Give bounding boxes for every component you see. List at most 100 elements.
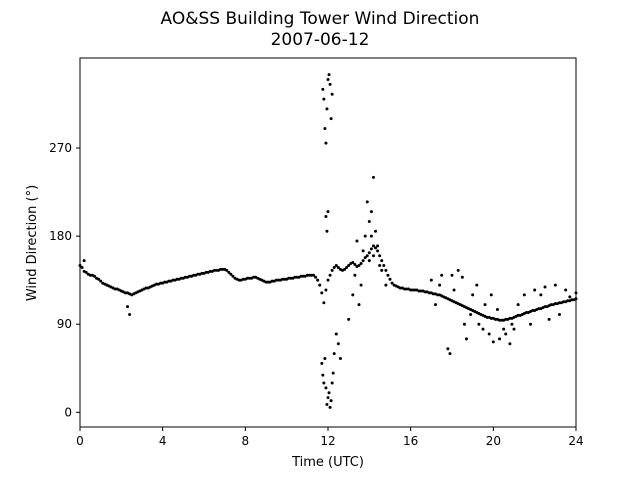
chart-subtitle-date: 2007-06-12 <box>271 30 370 50</box>
data-point <box>436 293 440 297</box>
data-point <box>328 405 332 409</box>
data-point <box>423 290 427 294</box>
data-point <box>369 247 373 251</box>
data-point <box>328 273 332 277</box>
data-point <box>475 283 479 287</box>
data-point <box>355 239 359 243</box>
data-point <box>82 259 86 263</box>
data-point <box>330 92 334 96</box>
data-point <box>163 280 167 284</box>
data-point <box>495 308 499 312</box>
data-point <box>531 309 535 313</box>
data-point <box>144 286 148 290</box>
data-point <box>452 288 456 292</box>
data-point <box>570 298 574 302</box>
data-point <box>336 265 340 269</box>
data-point <box>329 117 333 121</box>
data-point <box>321 373 325 377</box>
data-point <box>208 269 212 273</box>
data-point <box>504 317 508 321</box>
data-point <box>336 342 340 346</box>
data-point <box>529 322 533 326</box>
data-point <box>419 289 423 293</box>
data-point <box>378 254 382 258</box>
data-point <box>351 261 355 265</box>
data-point <box>367 259 371 263</box>
data-point <box>167 279 171 283</box>
data-point <box>84 270 88 274</box>
data-point <box>324 386 328 390</box>
data-point <box>192 273 196 277</box>
data-point <box>438 283 442 287</box>
data-point <box>289 276 293 280</box>
data-point <box>386 273 390 277</box>
data-point <box>353 273 357 277</box>
data-point <box>557 301 561 305</box>
data-point <box>450 273 454 277</box>
data-point <box>384 283 388 287</box>
x-tick-label: 24 <box>568 434 583 448</box>
data-point <box>485 315 489 319</box>
data-point <box>322 381 326 385</box>
data-point <box>204 270 208 274</box>
data-point <box>214 268 218 272</box>
data-point <box>270 279 274 283</box>
data-point <box>363 234 367 238</box>
data-point <box>481 327 485 331</box>
data-point <box>276 278 280 282</box>
data-point <box>448 352 452 356</box>
scatter-points <box>78 73 578 409</box>
data-point <box>543 285 547 289</box>
data-point <box>334 264 338 267</box>
data-point <box>353 263 357 267</box>
data-point <box>365 254 369 258</box>
data-point <box>363 256 367 260</box>
data-point <box>374 229 378 233</box>
data-point <box>324 215 328 219</box>
data-point <box>539 293 543 297</box>
data-point <box>464 337 468 341</box>
data-point <box>323 356 327 360</box>
data-point <box>516 303 520 307</box>
data-point <box>524 310 528 314</box>
x-tick-label: 16 <box>403 434 418 448</box>
data-point <box>371 244 375 248</box>
data-point <box>330 268 334 272</box>
data-point <box>200 271 204 275</box>
data-point <box>92 274 96 278</box>
data-point <box>247 276 251 280</box>
data-point <box>338 356 342 360</box>
data-point <box>347 264 351 267</box>
data-point <box>380 268 384 272</box>
data-point <box>330 381 334 385</box>
data-point <box>219 267 223 271</box>
data-point <box>564 288 568 292</box>
data-point <box>188 274 192 278</box>
y-tick-label: 90 <box>57 317 72 331</box>
data-point <box>500 318 504 322</box>
data-point <box>460 275 464 279</box>
data-point <box>309 273 313 277</box>
data-point <box>522 293 526 297</box>
data-point <box>126 305 130 309</box>
data-point <box>553 283 557 287</box>
data-point <box>557 312 561 316</box>
data-point <box>328 82 332 86</box>
data-point <box>365 200 369 204</box>
data-point <box>334 332 338 336</box>
data-point <box>357 264 361 267</box>
x-tick-label: 0 <box>76 434 84 448</box>
data-point <box>549 303 553 307</box>
data-point <box>323 126 327 130</box>
data-point <box>266 280 270 284</box>
data-point <box>547 317 551 321</box>
data-point <box>367 251 371 255</box>
data-point <box>175 277 179 281</box>
data-point <box>221 267 225 271</box>
x-axis-label: Time (UTC) <box>291 455 364 470</box>
data-point <box>252 275 256 279</box>
data-point <box>427 291 431 295</box>
data-point <box>324 141 328 145</box>
